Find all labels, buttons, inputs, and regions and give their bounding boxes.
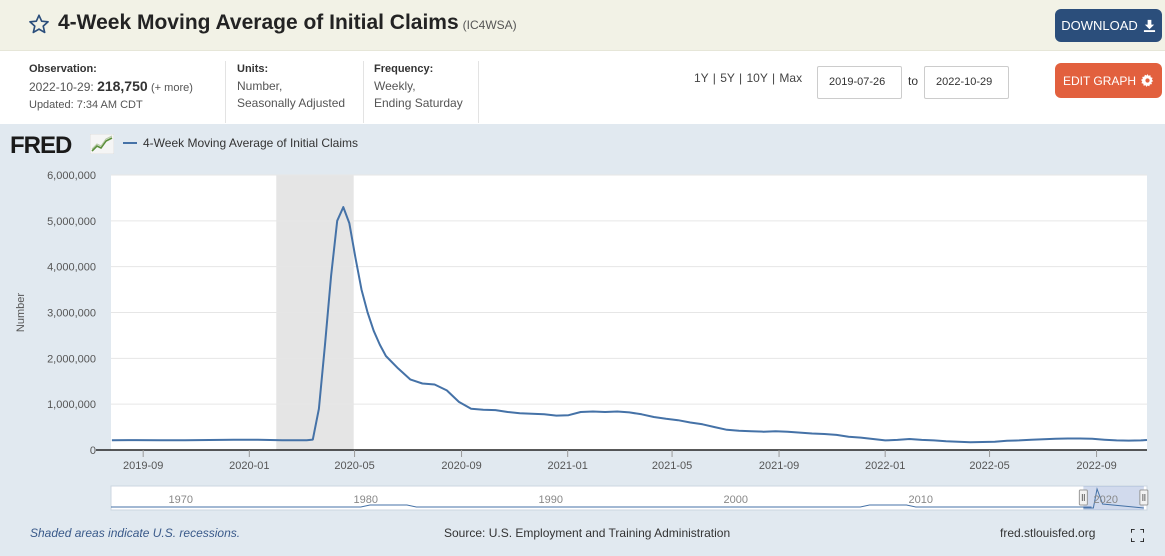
navigator-label: 1970: [169, 494, 193, 506]
legend-swatch: [123, 142, 137, 144]
x-tick-label: 2021-09: [759, 460, 799, 472]
download-button[interactable]: DOWNLOAD: [1055, 9, 1162, 42]
frequency-line2: Ending Saturday: [374, 96, 463, 110]
legend-label: 4-Week Moving Average of Initial Claims: [143, 136, 358, 150]
frequency-label: Frequency:: [374, 63, 434, 75]
fred-logo: FRED: [10, 132, 72, 159]
frequency-line1: Weekly,: [374, 79, 416, 93]
download-label: DOWNLOAD: [1061, 18, 1138, 33]
start-date-input[interactable]: 2019-07-26: [817, 66, 902, 99]
y-tick-label: 5,000,000: [47, 216, 96, 228]
units-block: Units: Number, Seasonally Adjusted: [237, 61, 345, 112]
x-tick-label: 2021-05: [652, 460, 692, 472]
site-link[interactable]: fred.stlouisfed.org: [1000, 526, 1096, 540]
edit-graph-label: EDIT GRAPH: [1062, 73, 1137, 88]
chart-legend: 4-Week Moving Average of Initial Claims: [123, 136, 358, 150]
navigator-track: [110, 485, 1148, 511]
line-chart[interactable]: 0 1,000,000 2,000,000 3,000,000 4,000,000 5,0…: [0, 124, 1165, 524]
x-tick-label: 2022-05: [969, 460, 1009, 472]
x-tick-label: 2020-09: [441, 460, 481, 472]
title-bar: 4-Week Moving Average of Initial Claims(…: [0, 0, 1165, 51]
x-tick-label: 2021-01: [547, 460, 587, 472]
y-tick-label: 6,000,000: [47, 170, 96, 182]
x-tick-label: 2020-01: [229, 460, 269, 472]
series-line: [111, 206, 1148, 444]
updated-time: Updated: 7:34 AM CDT: [29, 99, 143, 111]
navigator-label: 1980: [354, 494, 378, 506]
navigator-handle[interactable]: [1078, 489, 1088, 506]
y-tick-label: 4,000,000: [47, 262, 96, 274]
edit-graph-button[interactable]: EDIT GRAPH: [1055, 63, 1162, 98]
observation-more-link[interactable]: (+ more): [151, 82, 193, 94]
x-tick-label: 2020-05: [334, 460, 374, 472]
recession-note: Shaded areas indicate U.S. recessions.: [30, 526, 241, 540]
to-label: to: [908, 74, 919, 88]
y-tick-label: 0: [90, 445, 96, 457]
star-icon[interactable]: [28, 13, 50, 35]
units-line2: Seasonally Adjusted: [237, 96, 346, 110]
divider: [225, 61, 226, 123]
units-label: Units:: [237, 63, 269, 75]
observation-date: 2022-10-29:: [29, 80, 94, 94]
navigator-label: 2010: [909, 494, 933, 506]
units-line1: Number,: [237, 79, 283, 93]
source-note: Source: U.S. Employment and Training Adm…: [444, 526, 731, 540]
gear-icon: [1141, 74, 1154, 87]
fullscreen-icon[interactable]: [1131, 529, 1144, 542]
y-tick-label: 1,000,000: [47, 399, 96, 411]
navigator-series: [111, 504, 1092, 508]
divider: [363, 61, 364, 123]
series-title: 4-Week Moving Average of Initial Claims: [58, 11, 459, 34]
graph-container: FRED 4-Week Moving Average of Initial Cl…: [0, 124, 1165, 556]
navigator-label: 2000: [724, 494, 748, 506]
navigator-label: 2020: [1094, 494, 1118, 506]
page-title: 4-Week Moving Average of Initial Claims(…: [58, 11, 517, 35]
x-tick-label: 2022-01: [865, 460, 905, 472]
x-tick-label: 2019-09: [123, 460, 163, 472]
navigator-spike: [1083, 487, 1144, 509]
observation-block: Observation: 2022-10-29: 218,750 (+ more…: [29, 61, 193, 114]
navigator-label: 1990: [539, 494, 563, 506]
x-tick-label: 2022-09: [1076, 460, 1116, 472]
frequency-block: Frequency: Weekly, Ending Saturday: [374, 61, 463, 112]
range-selector[interactable]: 1Y | 5Y | 10Y | Max: [694, 71, 803, 85]
end-date-input[interactable]: 2022-10-29: [924, 66, 1009, 99]
observation-label: Observation:: [29, 63, 97, 75]
fred-chart-logo-icon: [90, 134, 114, 154]
divider: [478, 61, 479, 123]
y-tick-label: 3,000,000: [47, 308, 96, 320]
y-tick-label: 2,000,000: [47, 353, 96, 365]
y-axis-title: Number: [15, 293, 27, 332]
series-meta: Observation: 2022-10-29: 218,750 (+ more…: [0, 51, 1165, 124]
series-code: (IC4WSA): [462, 18, 517, 32]
navigator-handle[interactable]: [1139, 489, 1149, 506]
download-icon: [1143, 19, 1155, 32]
observation-value: 218,750: [97, 78, 148, 94]
